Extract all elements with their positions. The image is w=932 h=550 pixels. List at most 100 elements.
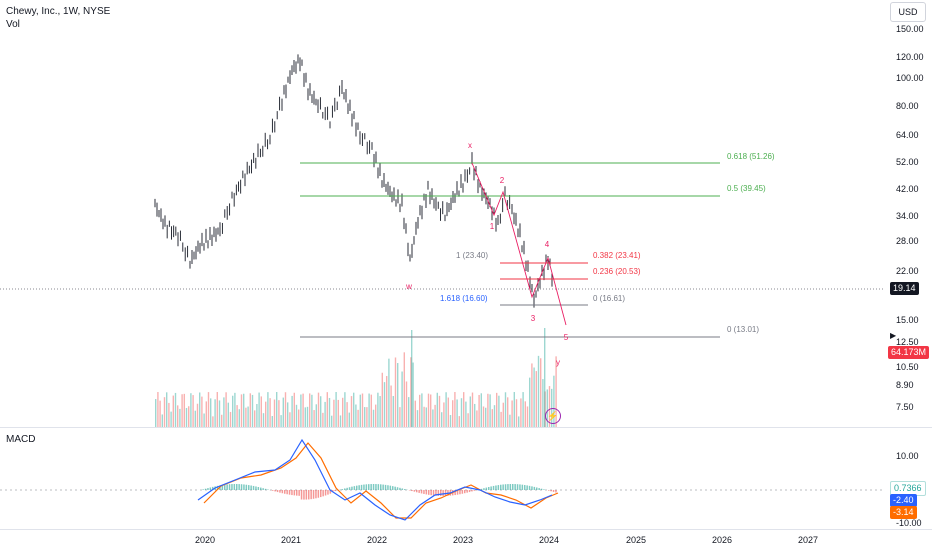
volume-bar: [460, 398, 463, 427]
volume-bar: [199, 392, 201, 427]
volume-bar: [529, 377, 531, 427]
macd-histogram-bar: [528, 485, 531, 490]
wave-label: 5: [564, 333, 569, 342]
wave-label: w: [405, 282, 412, 291]
volume-bar: [452, 400, 454, 427]
price-tick: 28.00: [896, 236, 919, 246]
macd-histogram-bar: [317, 490, 320, 498]
macd-histogram-bar: [396, 487, 399, 490]
volume-bar: [322, 412, 324, 427]
volume-bar: [372, 409, 375, 427]
macd-histogram-bar: [202, 489, 204, 490]
volume-bar: [335, 392, 337, 427]
fib-level-label: 0.618 (51.26): [727, 152, 775, 161]
wave-label: x: [468, 141, 472, 150]
volume-bar: [535, 371, 537, 427]
volume-bar: [480, 393, 482, 427]
volume-bar: [551, 388, 553, 427]
lightning-event-icon[interactable]: ⚡: [545, 408, 561, 424]
macd-histogram-bar: [473, 490, 476, 491]
fib-ext-label: 1 (23.40): [456, 251, 488, 260]
volume-bar: [487, 393, 489, 427]
volume-bar: [449, 415, 452, 427]
macd-histogram-bar: [224, 484, 226, 490]
volume-bar: [390, 385, 392, 427]
volume-bar: [522, 392, 524, 427]
price-tick: 100.00: [896, 73, 924, 83]
symbol-legend[interactable]: Chewy, Inc., 1W, NYSE: [6, 6, 111, 17]
macd-histogram-bar: [226, 484, 228, 490]
macd-histogram-bar: [257, 487, 260, 490]
volume-bar: [515, 399, 518, 427]
volume-bar: [537, 355, 540, 427]
macd-histogram-bar: [300, 490, 303, 500]
volume-bar: [469, 396, 471, 427]
pane-divider[interactable]: [0, 427, 932, 428]
macd-histogram-bar: [548, 490, 550, 491]
currency-button[interactable]: USD: [890, 2, 926, 22]
volume-bar: [214, 399, 216, 427]
volume-bar: [179, 408, 181, 427]
volume-bar: [339, 415, 342, 427]
price-tick: 80.00: [896, 101, 919, 111]
macd-histogram-bar: [552, 490, 555, 492]
volume-bar: [392, 396, 394, 427]
macd-histogram-bar: [377, 484, 380, 490]
macd-histogram-bar: [255, 486, 257, 490]
macd-histogram-bar: [411, 490, 413, 492]
wave-label: 4: [545, 240, 550, 249]
volume-bar: [546, 389, 548, 427]
volume-bar: [544, 328, 546, 427]
volume-bar: [287, 402, 289, 427]
volume-bar: [377, 392, 379, 427]
volume-bar: [526, 406, 529, 427]
volume-bar: [370, 394, 372, 427]
macd-histogram-bar: [231, 484, 233, 490]
macd-histogram-bar: [526, 485, 528, 490]
macd-histogram-bar: [459, 490, 461, 495]
volume-bar: [427, 393, 430, 427]
volume-bar: [188, 406, 190, 427]
price-tick: 150.00: [896, 24, 924, 34]
macd-histogram-bar: [401, 488, 404, 490]
volume-bar: [309, 393, 311, 427]
macd-histogram-bar: [471, 490, 473, 492]
macd-histogram-bar: [444, 490, 447, 496]
macd-histogram-bar: [288, 490, 291, 495]
price-tick: 52.00: [896, 157, 919, 167]
volume-bar: [251, 394, 254, 427]
volume-bar: [411, 330, 413, 427]
macd-histogram-bar: [442, 490, 444, 496]
macd-histogram-bar: [399, 487, 401, 490]
volume-bar: [205, 401, 207, 427]
price-tick: 15.00: [896, 315, 919, 325]
volume-bar: [388, 358, 390, 427]
volume-bar: [166, 392, 168, 427]
macd-tick: -10.00: [896, 518, 922, 528]
macd-histogram-bar: [521, 484, 524, 490]
volume-bar: [218, 400, 221, 427]
volume-bar: [267, 392, 269, 427]
macd-histogram-bar: [329, 490, 332, 494]
volume-bar: [320, 396, 322, 427]
macd-histogram-bar: [264, 488, 267, 490]
volume-bar: [445, 392, 447, 427]
macd-histogram-bar: [440, 490, 442, 496]
volume-bar: [423, 406, 425, 427]
volume-bar: [379, 396, 381, 427]
macd-histogram-bar: [504, 484, 507, 490]
volume-bar: [359, 394, 361, 427]
volume-bar: [496, 392, 498, 427]
macd-histogram-bar: [538, 488, 540, 490]
volume-bar: [185, 407, 188, 427]
volume-bar: [412, 362, 414, 427]
macd-legend[interactable]: MACD: [6, 434, 36, 445]
volume-legend[interactable]: Vol: [6, 19, 20, 30]
volume-bar: [344, 392, 346, 427]
macd-histogram-bar: [466, 490, 468, 493]
fib-level-label: 0 (13.01): [727, 325, 759, 334]
volume-bar: [364, 407, 366, 427]
volume-bar: [159, 400, 161, 427]
macd-histogram-bar: [423, 490, 425, 494]
